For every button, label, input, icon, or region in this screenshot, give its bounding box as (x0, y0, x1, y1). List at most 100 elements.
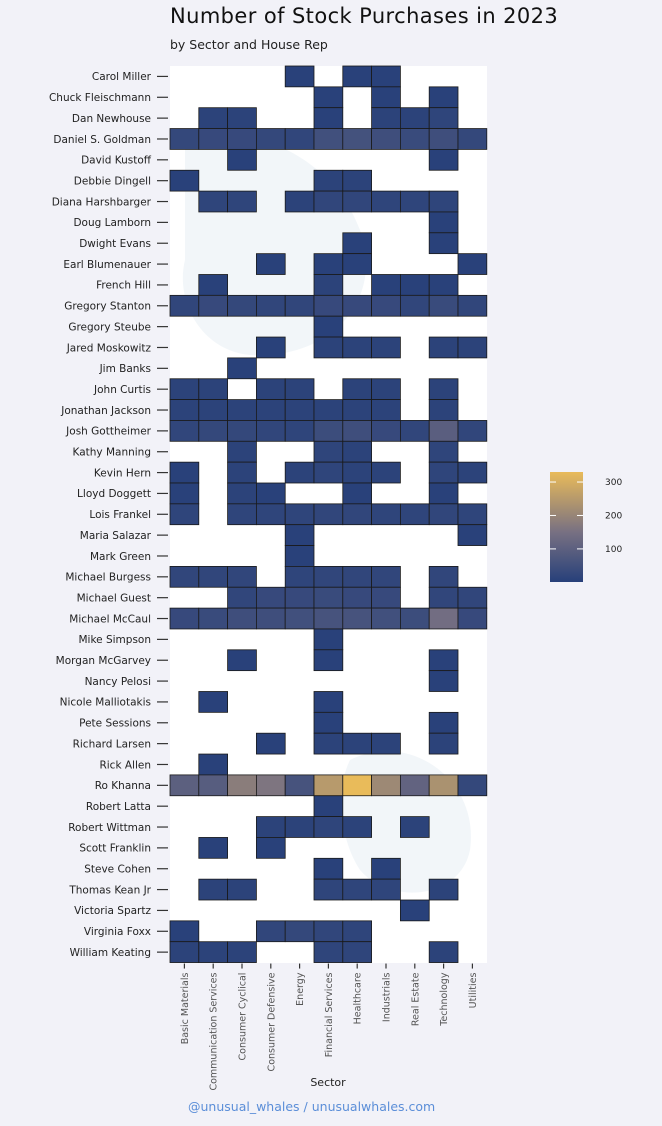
heatmap-cell (227, 148, 257, 171)
heatmap-cell (371, 586, 401, 609)
heatmap-cell (198, 837, 229, 859)
heatmap-cell (313, 941, 344, 963)
heatmap-cell (198, 691, 229, 713)
heatmap-cell (428, 211, 459, 234)
heatmap-cell (428, 732, 459, 755)
heatmap-cell (371, 86, 401, 109)
row-label: Jim Banks (99, 363, 151, 375)
heatmap-cell (428, 294, 459, 317)
heatmap-cell (342, 399, 372, 421)
heatmap-cell (284, 586, 315, 609)
heatmap-cell (313, 503, 344, 526)
row-label: Michael McCaul (69, 613, 151, 625)
heatmap-cell (255, 920, 286, 943)
heatmap-cell (198, 420, 229, 442)
heatmap-cell (227, 107, 257, 129)
heatmap-cell (313, 420, 344, 442)
heatmap-cell (371, 461, 401, 484)
heatmap-cell (342, 232, 372, 255)
heatmap-cell (342, 920, 372, 943)
heatmap-cell (371, 128, 401, 150)
row-label: Steve Cohen (84, 864, 151, 876)
heatmap-cell (457, 420, 488, 442)
legend-tick-label: 300 (605, 478, 622, 488)
heatmap-cell (313, 795, 344, 818)
heatmap-cell (371, 378, 401, 401)
heatmap-cell (399, 816, 430, 838)
heatmap-cell (313, 711, 344, 734)
heatmap-cell (255, 420, 286, 442)
heatmap-cell (255, 399, 286, 421)
heatmap-cell (227, 503, 257, 526)
heatmap-cell (169, 169, 200, 192)
heatmap-cell (227, 566, 257, 588)
heatmap-cell (313, 774, 344, 797)
heatmap-cell (313, 253, 344, 275)
row-label: Michael Guest (77, 592, 151, 604)
legend-tick-label: 200 (605, 511, 622, 521)
heatmap-cell (428, 148, 459, 171)
row-label: Robert Wittman (68, 822, 151, 834)
column-label: Consumer Cyclical (238, 973, 249, 1061)
heatmap-cell (457, 524, 488, 546)
heatmap-cell (255, 607, 286, 630)
row-label: Michael Burgess (65, 572, 151, 584)
heatmap-cell (428, 128, 459, 150)
column-label: Technology (439, 972, 450, 1027)
heatmap-cell (255, 732, 286, 755)
heatmap-cell (457, 294, 488, 317)
heatmap-cell (457, 461, 488, 484)
row-label: Robert Latta (86, 801, 151, 813)
heatmap-cell (313, 878, 344, 901)
heatmap-cell (342, 566, 372, 588)
heatmap-cell (198, 378, 229, 401)
row-label: William Keating (70, 947, 151, 959)
heatmap-cell (342, 586, 372, 609)
heatmap-cell (169, 774, 200, 797)
row-label: Dwight Evans (79, 238, 151, 250)
chart-title: Number of Stock Purchases in 2023 (170, 4, 559, 28)
column-label: Basic Materials (180, 973, 191, 1045)
row-label: Kevin Hern (94, 467, 151, 479)
heatmap-cell (428, 607, 459, 630)
heatmap-cell (399, 274, 430, 296)
heatmap-cell (428, 399, 459, 421)
heatmap-cell (457, 607, 488, 630)
heatmap-cell (313, 107, 344, 129)
heatmap-cell (371, 857, 401, 880)
heatmap-cell (227, 399, 257, 421)
heatmap-cell (255, 482, 286, 505)
heatmap-cell (457, 503, 488, 526)
heatmap-cell (399, 503, 430, 526)
heatmap-cell (342, 878, 372, 901)
heatmap-cell (255, 294, 286, 317)
heatmap-cell (342, 482, 372, 505)
heatmap-cell (169, 420, 200, 442)
row-label: Kathy Manning (73, 447, 152, 459)
heatmap-cell (428, 440, 459, 463)
heatmap-cell (198, 753, 229, 776)
heatmap-cell (284, 816, 315, 838)
heatmap-cell (169, 607, 200, 630)
heatmap-cell (342, 941, 372, 963)
heatmap-cell (255, 336, 286, 359)
row-label: Earl Blumenauer (63, 259, 151, 271)
heatmap-cell (428, 190, 459, 213)
heatmap-cell (169, 503, 200, 526)
heatmap-cell (342, 503, 372, 526)
heatmap-cell (284, 128, 315, 150)
row-label: Thomas Kean Jr (68, 884, 151, 896)
heatmap-cell (371, 732, 401, 755)
heatmap-cell (227, 128, 257, 150)
heatmap-cell (371, 190, 401, 213)
heatmap-cell (457, 336, 488, 359)
heatmap-cell (457, 253, 488, 275)
row-label: Daniel S. Goldman (53, 134, 151, 146)
heatmap-cell (313, 586, 344, 609)
heatmap-cell (227, 774, 257, 797)
heatmap-cell (255, 503, 286, 526)
heatmap-cell (342, 378, 372, 401)
column-labels: Basic Materials Communication Services Con… (180, 963, 479, 1091)
row-label: David Kustoff (81, 155, 152, 167)
heatmap-cell (198, 294, 229, 317)
